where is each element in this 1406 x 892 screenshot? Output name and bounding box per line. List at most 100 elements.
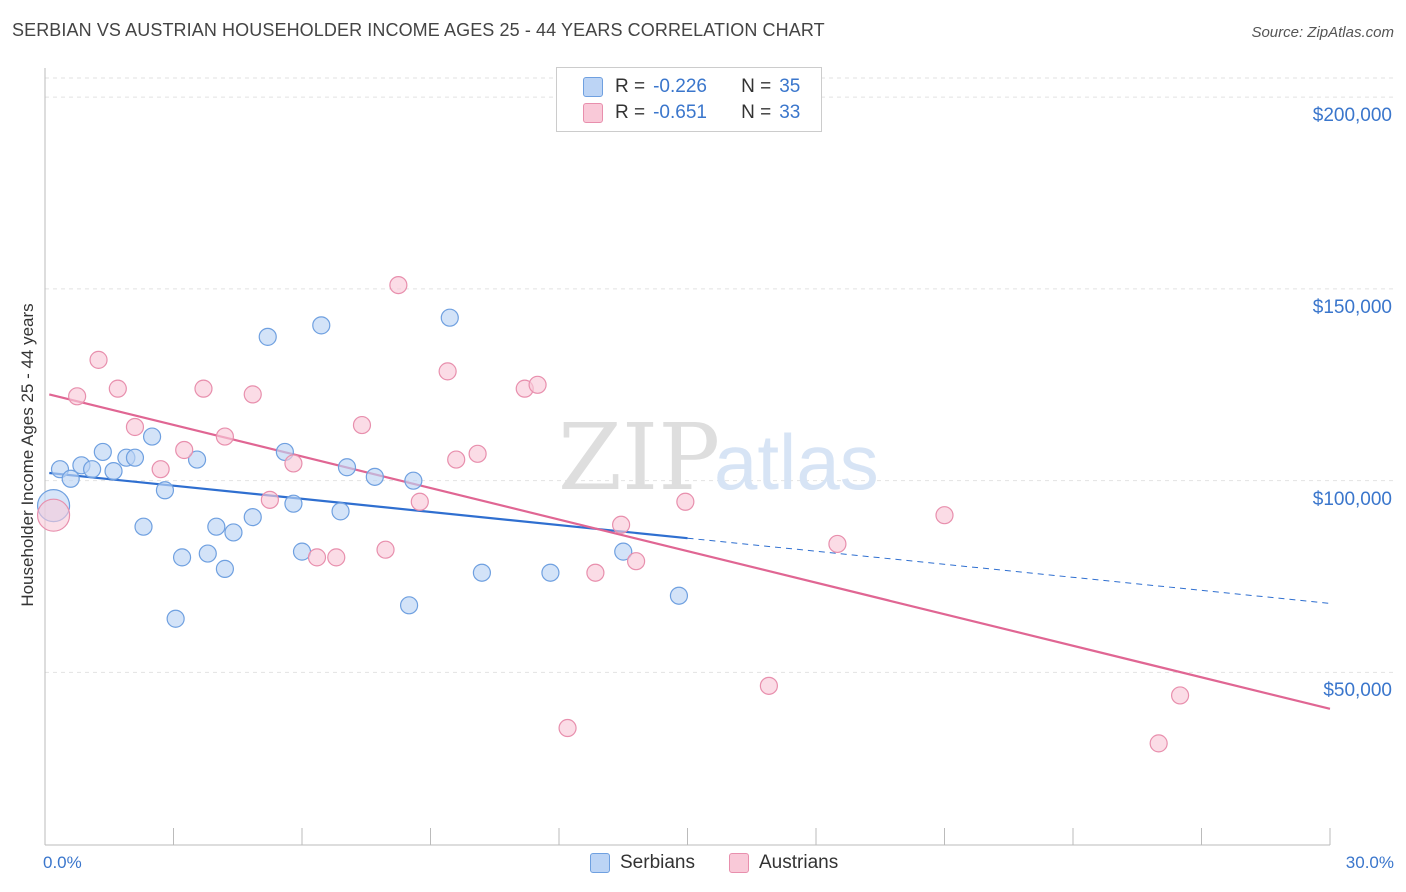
point-austrians [376, 540, 395, 559]
y-tick-label: $150,000 [1312, 296, 1392, 318]
point-austrians [1170, 686, 1190, 705]
point-austrians [307, 548, 327, 567]
point-austrians [586, 563, 605, 582]
trend-line-extension [687, 537, 1331, 604]
y-tick-label: $200,000 [1312, 105, 1392, 127]
point-austrians [389, 275, 408, 295]
legend-swatch-serbians [590, 853, 610, 873]
y-tick-label: $50,000 [1323, 680, 1392, 702]
series-legend: Serbians Austrians [590, 852, 872, 874]
point-serbians [61, 469, 80, 488]
y-tick-label: $100,000 [1312, 488, 1392, 510]
point-serbians [207, 517, 226, 536]
legend-r-value: -0.226 [653, 76, 707, 97]
point-serbians [125, 448, 145, 467]
point-serbians [243, 508, 262, 527]
point-austrians [626, 552, 646, 571]
point-serbians [404, 471, 423, 490]
legend-n-label: N = [741, 102, 772, 123]
point-serbians [172, 548, 192, 567]
point-serbians [399, 596, 419, 615]
legend-n-value: 33 [779, 102, 801, 123]
point-serbians [258, 327, 277, 346]
point-austrians [676, 492, 695, 511]
chart-title: SERBIAN VS AUSTRIAN HOUSEHOLDER INCOME A… [12, 20, 825, 40]
point-serbians [93, 442, 112, 462]
point-serbians [187, 450, 207, 469]
point-austrians [243, 385, 262, 404]
point-serbians [312, 316, 331, 335]
point-austrians [68, 387, 87, 406]
x-tick-label-left: 0.0% [43, 853, 82, 872]
point-austrians [438, 362, 457, 381]
point-serbians [83, 460, 102, 479]
point-austrians [151, 460, 170, 479]
point-serbians [331, 502, 350, 521]
legend-item-austrians[interactable]: Austrians [729, 852, 838, 874]
legend-n-value: 35 [779, 76, 801, 97]
point-austrians [352, 415, 372, 435]
point-austrians [828, 534, 847, 554]
point-austrians [612, 515, 631, 534]
legend-r-label: R = [615, 102, 646, 123]
point-serbians [104, 461, 123, 481]
point-serbians [215, 559, 234, 578]
legend-item-serbians[interactable]: Serbians [590, 852, 695, 874]
point-serbians [134, 517, 153, 536]
axes [44, 68, 1331, 846]
point-austrians [194, 379, 213, 398]
point-austrians [410, 492, 429, 511]
point-austrians [759, 676, 778, 695]
point-austrians [558, 718, 577, 738]
legend-swatch-austrians [729, 853, 749, 873]
legend-label-austrians: Austrians [759, 852, 839, 873]
point-austrians [125, 417, 145, 437]
source-credit: Source: ZipAtlas.com [1251, 24, 1394, 41]
point-austrians [175, 440, 194, 460]
legend-n-label: N = [741, 76, 772, 97]
point-serbians [541, 563, 560, 582]
point-serbians [224, 523, 243, 542]
point-serbians [614, 542, 633, 561]
legend-swatch-serbians [583, 77, 603, 97]
point-austrians [935, 506, 954, 525]
legend-row-austrians: R = -0.651 N = 33 [583, 101, 800, 125]
point-serbians [155, 481, 175, 500]
point-austrians [447, 450, 466, 469]
point-serbians [166, 609, 185, 628]
legend-r-label: R = [615, 76, 646, 97]
point-serbians [337, 458, 357, 477]
point-austrians [89, 350, 108, 369]
point-serbians [440, 308, 459, 327]
trend-line-austrians [49, 393, 1331, 710]
legend-row-serbians: R = -0.226 N = 35 [583, 75, 800, 99]
gridlines [45, 77, 1395, 673]
legend-r-value: -0.651 [653, 102, 707, 123]
point-austrians [260, 490, 279, 509]
point-austrians [108, 379, 127, 398]
point-austrians [327, 548, 346, 567]
point-serbians [284, 494, 303, 513]
correlation-legend: R = -0.226 N = 35 R = -0.651 N = 33 [556, 67, 822, 132]
point-austrians [528, 375, 547, 394]
data-points [36, 275, 1190, 753]
watermark-zip: ZIP [558, 404, 720, 511]
point-serbians [365, 467, 384, 486]
point-serbians [198, 544, 217, 563]
point-austrians [36, 498, 71, 532]
trend-line-serbians [49, 471, 688, 540]
point-austrians [284, 454, 303, 473]
watermark: ZIP atlas [558, 404, 879, 511]
point-austrians [215, 427, 234, 446]
point-austrians [468, 444, 487, 463]
point-serbians [669, 586, 689, 605]
legend-label-serbians: Serbians [620, 852, 695, 873]
legend-swatch-austrians [583, 103, 603, 123]
x-tick-label-right: 30.0% [1345, 853, 1394, 872]
point-serbians [142, 427, 162, 446]
point-serbians [472, 563, 491, 582]
trend-lines [49, 393, 1331, 710]
point-austrians [1149, 734, 1168, 753]
watermark-atlas: atlas [714, 418, 879, 506]
